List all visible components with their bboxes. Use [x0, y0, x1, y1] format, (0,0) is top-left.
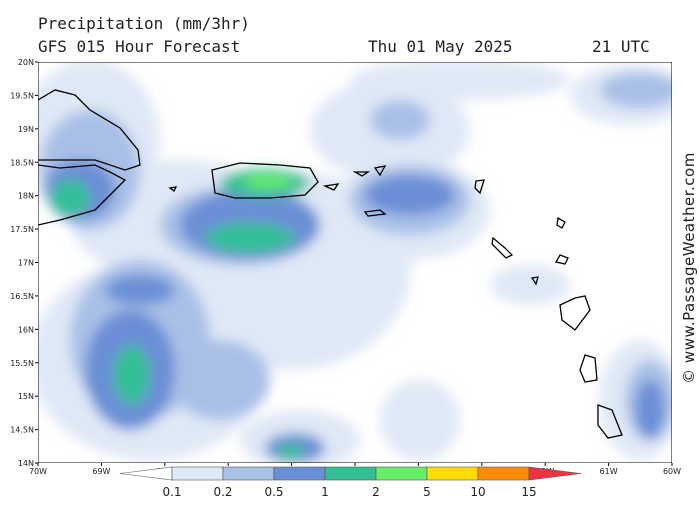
legend-label: 15: [521, 485, 536, 499]
watermark: © www.PassageWeather.com: [680, 152, 698, 384]
color-legend: 0.1 0.2 0.5 1 2 5 10 15: [119, 466, 582, 499]
lat-label: 14N: [18, 459, 34, 468]
subtitle: GFS 015 Hour Forecast: [38, 37, 240, 56]
lat-label: 18.5N: [10, 158, 34, 167]
legend-swatch: [273, 466, 326, 481]
legend-high: [528, 466, 582, 481]
legend-swatch: [324, 466, 377, 481]
title: Precipitation (mm/3hr): [38, 14, 250, 33]
lon-label: 61W: [600, 467, 618, 476]
lon-label: 60W: [663, 467, 681, 476]
legend-swatch: [375, 466, 428, 481]
date: Thu 01 May 2025: [368, 37, 513, 56]
precip-field: [38, 62, 672, 463]
lat-label: 15.5N: [10, 359, 34, 368]
legend-label: 2: [372, 485, 380, 499]
lat-label: 19.5N: [10, 91, 34, 100]
legend-label: 0.5: [264, 485, 283, 499]
lat-label: 18N: [18, 192, 34, 201]
lat-label: 19N: [18, 125, 34, 134]
legend-label: 1: [321, 485, 329, 499]
legend-label: 5: [423, 485, 431, 499]
lat-label: 16N: [18, 325, 34, 334]
legend-label: 0.1: [162, 485, 181, 499]
lat-label: 20N: [18, 58, 34, 67]
legend-swatch: [171, 466, 224, 481]
legend-swatch: [477, 466, 530, 481]
legend-swatch: [222, 466, 275, 481]
lat-label: 14.5N: [10, 426, 34, 435]
legend-swatch: [426, 466, 479, 481]
legend-label: 0.2: [213, 485, 232, 499]
legend-label: 10: [470, 485, 485, 499]
legend-low: [119, 466, 173, 481]
time: 21 UTC: [592, 37, 650, 56]
lon-label: 69W: [92, 467, 110, 476]
lat-label: 17.5N: [10, 225, 34, 234]
lat-label: 17N: [18, 259, 34, 268]
lon-label: 70W: [29, 467, 47, 476]
lat-label: 15N: [18, 392, 34, 401]
coastlines: [38, 89, 623, 439]
lat-label: 16.5N: [10, 292, 34, 301]
